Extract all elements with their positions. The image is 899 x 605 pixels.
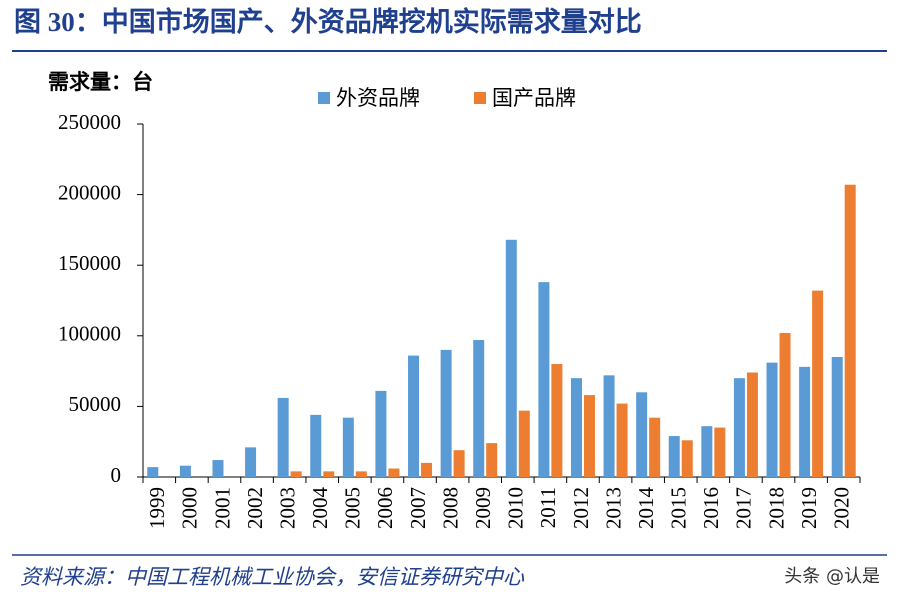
y-tick-label: 100000: [58, 322, 121, 346]
bar: [212, 460, 224, 477]
bar: [277, 397, 289, 477]
bar: [733, 378, 745, 477]
bar: [714, 427, 726, 477]
bar: [583, 395, 595, 477]
bar: [616, 403, 628, 477]
x-tick-label: 2017: [732, 487, 756, 529]
bar: [355, 471, 367, 477]
x-tick-label: 2015: [667, 487, 691, 529]
bar: [290, 471, 302, 477]
bar: [408, 355, 420, 477]
legend-label: 外资品牌: [336, 86, 420, 110]
x-tick-label: 2012: [569, 487, 593, 529]
chart-title: 图 30：中国市场国产、外资品牌挖机实际需求量对比: [14, 6, 642, 37]
bar: [505, 239, 517, 477]
x-tick-label: 2004: [308, 487, 332, 530]
bar: [473, 340, 485, 477]
x-tick-label: 2018: [764, 487, 788, 529]
bar: [844, 184, 856, 477]
bar: [421, 462, 433, 477]
x-tick-label: 2013: [601, 487, 625, 529]
bar: [342, 417, 354, 477]
x-tick-label: 2006: [373, 487, 397, 529]
bar: [649, 417, 661, 477]
x-tick-label: 2008: [438, 487, 462, 529]
legend-swatch: [474, 92, 486, 104]
x-tick-label: 2014: [634, 487, 658, 530]
bar: [831, 356, 843, 477]
bar: [779, 332, 791, 477]
bar: [486, 443, 498, 477]
bar: [681, 440, 693, 477]
x-tick-label: 2005: [341, 487, 365, 529]
bar: [323, 471, 335, 477]
bar: [245, 447, 257, 477]
bar: [453, 450, 465, 477]
watermark: 头条 @认是: [784, 566, 880, 587]
bar: [636, 392, 648, 477]
y-tick-label: 200000: [58, 180, 121, 204]
bar: [538, 282, 550, 477]
bar: [375, 390, 387, 477]
y-tick-label: 50000: [69, 392, 122, 416]
x-tick-label: 2011: [536, 487, 560, 528]
bar: [746, 372, 758, 477]
x-tick-label: 1999: [145, 487, 169, 529]
y-tick-label: 150000: [58, 251, 121, 275]
x-tick-label: 2003: [275, 487, 299, 529]
bar: [799, 366, 811, 477]
bar: [388, 468, 400, 477]
x-tick-label: 2009: [471, 487, 495, 529]
source-note: 资料来源：中国工程机械工业协会，安信证券研究中心: [20, 565, 525, 589]
bar: [570, 378, 582, 477]
legend-swatch: [318, 92, 330, 104]
x-tick-label: 2016: [699, 487, 723, 529]
bar: [766, 362, 778, 477]
x-tick-label: 2002: [243, 487, 267, 529]
bar: [518, 410, 530, 477]
y-tick-label: 0: [111, 463, 122, 487]
bar: [551, 364, 563, 477]
legend-label: 国产品牌: [492, 86, 576, 110]
y-tick-label: 250000: [58, 110, 121, 134]
x-tick-label: 2010: [504, 487, 528, 529]
y-axis-label: 需求量：台: [48, 70, 153, 94]
bar: [147, 467, 159, 477]
bar: [603, 375, 615, 477]
x-tick-label: 2019: [797, 487, 821, 529]
bar: [812, 290, 824, 477]
bar: [668, 436, 680, 477]
x-tick-label: 2007: [406, 487, 430, 529]
x-tick-label: 2000: [178, 487, 202, 529]
bar: [310, 414, 322, 477]
bar: [440, 349, 452, 477]
x-tick-label: 2020: [830, 487, 854, 529]
bar: [701, 426, 713, 477]
x-tick-label: 2001: [210, 487, 234, 529]
bar: [179, 465, 191, 477]
